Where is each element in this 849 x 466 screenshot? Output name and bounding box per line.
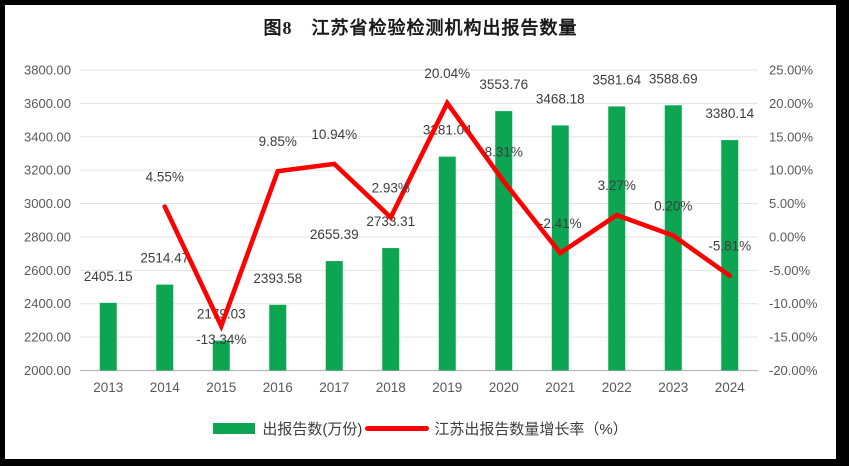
y-axis-right-tick-label: -15.00% xyxy=(769,330,818,345)
bar-2022 xyxy=(608,106,626,371)
bar-value-label: 2179.03 xyxy=(197,307,246,322)
growth-rate-label: 8.31% xyxy=(485,144,523,159)
y-axis-left-tick-label: 3800.00 xyxy=(24,63,71,78)
bar-2014 xyxy=(156,284,174,371)
growth-rate-label: 0.20% xyxy=(654,199,692,214)
combo-chart-plot: 2000.00 -20.00% 2200.00 -15.00% 2400.00 -10.0… xyxy=(24,63,818,396)
bar-value-label: 2514.47 xyxy=(140,251,189,266)
chart-legend: 出报告数(万份) 江苏出报告数量增长率（%） xyxy=(5,418,836,439)
x-axis-tick-label: 2019 xyxy=(432,380,462,395)
bar-series-swatch xyxy=(213,423,256,434)
y-axis-right-tick-label: 20.00% xyxy=(769,96,814,111)
growth-rate-label: 10.94% xyxy=(311,127,357,142)
bar-series-legend-label: 出报告数(万份) xyxy=(262,421,363,438)
bar-value-label: 3468.18 xyxy=(536,91,585,106)
bar-value-label: 2733.31 xyxy=(366,214,415,229)
y-axis-left-tick-label: 3200.00 xyxy=(24,163,71,178)
y-axis-left-tick-label: 2400.00 xyxy=(24,296,71,311)
line-series-swatch xyxy=(365,426,430,431)
x-axis-tick-label: 2018 xyxy=(376,380,406,395)
growth-rate-line xyxy=(162,98,733,332)
bar-2021 xyxy=(551,125,569,371)
x-axis-tick-label: 2021 xyxy=(545,380,575,395)
x-axis-tick-label: 2020 xyxy=(489,380,519,395)
bar-value-label: 2405.15 xyxy=(84,269,133,284)
x-axis-tick-label: 2016 xyxy=(263,380,293,395)
y-axis-right-tick-label: -20.00% xyxy=(769,363,818,378)
bar-value-label: 2393.58 xyxy=(253,271,302,286)
y-axis-right-tick-label: 0.00% xyxy=(769,229,806,244)
x-axis-tick-label: 2014 xyxy=(150,380,181,395)
bar-value-label: 3588.69 xyxy=(649,71,698,86)
x-axis-tick-label: 2015 xyxy=(206,380,236,395)
growth-rate-label: -2.41% xyxy=(539,216,582,231)
growth-rate-label: 4.55% xyxy=(146,170,184,185)
bar-2018 xyxy=(382,248,400,371)
y-axis-right-tick-label: -5.00% xyxy=(769,263,811,278)
growth-rate-label: 2.93% xyxy=(372,180,410,195)
bar-2013 xyxy=(99,302,117,371)
growth-rate-label: 9.85% xyxy=(259,134,297,149)
x-axis-tick-label: 2017 xyxy=(319,380,349,395)
bar-value-label: 3553.76 xyxy=(479,77,528,92)
y-axis-right-tick-label: 25.00% xyxy=(769,63,814,78)
y-axis-left-tick-label: 3400.00 xyxy=(24,129,71,144)
chart-figure: 图8 江苏省检验检测机构出报告数量 2000.00 -20.00% 2200.00 -… xyxy=(5,5,836,459)
bar-value-label: 3581.64 xyxy=(592,72,641,87)
growth-rate-label: 3.27% xyxy=(598,178,636,193)
y-axis-right-tick-label: 15.00% xyxy=(769,129,814,144)
bar-2016 xyxy=(269,304,287,371)
line-series-legend-label: 江苏出报告数量增长率（%） xyxy=(434,421,628,438)
y-axis-left-tick-label: 2200.00 xyxy=(24,330,71,345)
x-axis-tick-label: 2023 xyxy=(658,380,688,395)
growth-rate-label: 20.04% xyxy=(424,66,470,81)
x-axis-tick-label: 2013 xyxy=(93,380,123,395)
y-axis-left-tick-label: 2800.00 xyxy=(24,229,71,244)
y-axis-left-tick-label: 2600.00 xyxy=(24,263,71,278)
bar-2017 xyxy=(325,261,343,371)
bar-2015 xyxy=(212,340,230,371)
y-axis-right-tick-label: 10.00% xyxy=(769,163,814,178)
chart-title: 图8 江苏省检验检测机构出报告数量 xyxy=(263,18,578,38)
y-axis-left-tick-label: 3000.00 xyxy=(24,196,71,211)
bar-2019 xyxy=(438,156,456,371)
growth-rate-label: -13.34% xyxy=(196,332,246,347)
y-axis-left-tick-label: 2000.00 xyxy=(24,363,71,378)
bar-value-label: 2655.39 xyxy=(310,227,359,242)
y-axis-left-tick-label: 3600.00 xyxy=(24,96,71,111)
bar-2024 xyxy=(721,140,739,371)
y-axis-right-tick-label: -10.00% xyxy=(769,296,818,311)
growth-rate-label: -5.81% xyxy=(708,239,751,254)
x-axis-tick-label: 2024 xyxy=(715,380,746,395)
x-axis-tick-label: 2022 xyxy=(602,380,632,395)
bar-value-label: 3380.14 xyxy=(705,106,754,121)
y-axis-right-tick-label: 5.00% xyxy=(769,196,806,211)
